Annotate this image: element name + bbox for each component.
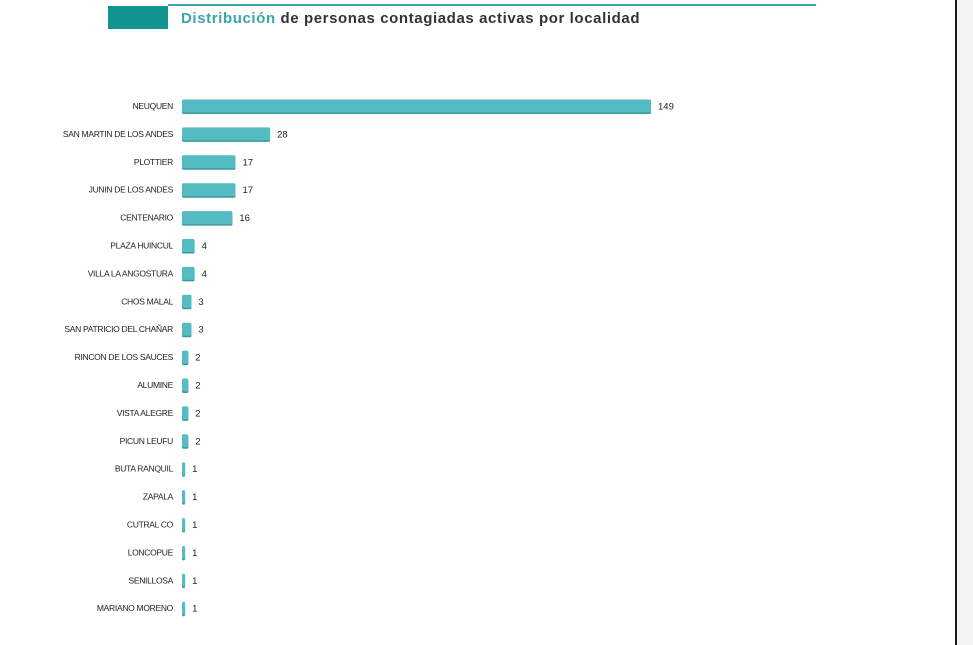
- category-label: SENILLOSA: [128, 575, 173, 585]
- category-label: CHOS MALAL: [121, 296, 173, 306]
- data-label: 28: [277, 129, 288, 140]
- bar: [182, 406, 189, 420]
- category-label: MARIANO MORENO: [97, 603, 174, 613]
- category-label: SAN MARTIN DE LOS ANDES: [63, 129, 174, 139]
- chart-title: Distribución de personas contagiadas act…: [181, 10, 640, 27]
- data-label: 3: [198, 325, 203, 336]
- data-label: 2: [195, 353, 200, 364]
- bar: [182, 378, 189, 392]
- data-label: 2: [195, 436, 200, 447]
- header-rule: [168, 4, 816, 6]
- chart-title-rest: de personas contagiadas activas por loca…: [275, 10, 641, 27]
- bar: [182, 434, 189, 448]
- data-label: 2: [195, 408, 200, 419]
- page-right-border: [955, 0, 973, 645]
- data-label: 1: [192, 492, 197, 503]
- category-label: RINCON DE LOS SAUCES: [75, 352, 174, 362]
- chart-title-accent: Distribución: [181, 10, 276, 27]
- category-label: PICUN LEUFU: [120, 436, 174, 446]
- data-label: 149: [658, 102, 674, 113]
- category-label: CUTRAL CO: [127, 520, 174, 530]
- data-label: 17: [243, 185, 254, 196]
- bar: [182, 518, 186, 531]
- category-label: PLAZA HUINCUL: [110, 241, 173, 251]
- bar: [182, 462, 186, 476]
- category-label: VISTA ALEGRE: [117, 408, 174, 418]
- bar: [182, 294, 192, 308]
- data-label: 1: [192, 576, 197, 587]
- data-label: 1: [192, 520, 197, 531]
- data-label: 3: [198, 297, 203, 308]
- category-label: SAN PATRICIO DEL CHAÑAR: [64, 324, 173, 334]
- category-label: BUTA RANQUIL: [115, 464, 174, 474]
- header-color-block: [108, 6, 168, 29]
- data-label: 1: [192, 604, 197, 615]
- bar: [182, 266, 195, 280]
- bar: [182, 601, 186, 615]
- category-label: CENTENARIO: [120, 213, 173, 223]
- bar: [182, 183, 236, 197]
- data-label: 1: [192, 548, 197, 559]
- category-label: ALUMINE: [137, 380, 173, 390]
- data-label: 1: [192, 464, 197, 475]
- bar: [182, 350, 189, 364]
- bar: [182, 127, 271, 141]
- bar: [182, 490, 186, 504]
- bar: [182, 322, 192, 336]
- bar: [182, 99, 651, 113]
- category-label: PLOTTIER: [134, 157, 173, 167]
- data-label: 2: [195, 381, 200, 392]
- data-label: 17: [243, 157, 254, 168]
- data-label: 4: [202, 241, 207, 252]
- bar: [182, 545, 186, 559]
- bar: [182, 573, 186, 587]
- bar: [182, 239, 195, 252]
- category-label: VILLA LA ANGOSTURA: [88, 268, 174, 278]
- data-label: 4: [202, 269, 207, 280]
- bar: [182, 211, 233, 225]
- category-label: LONCOPUE: [128, 547, 174, 557]
- bar: [182, 155, 236, 169]
- category-label: NEUQUEN: [133, 101, 174, 111]
- data-label: 16: [239, 213, 250, 224]
- category-label: JUNIN DE LOS ANDES: [89, 185, 174, 195]
- category-label: ZAPALA: [143, 492, 174, 502]
